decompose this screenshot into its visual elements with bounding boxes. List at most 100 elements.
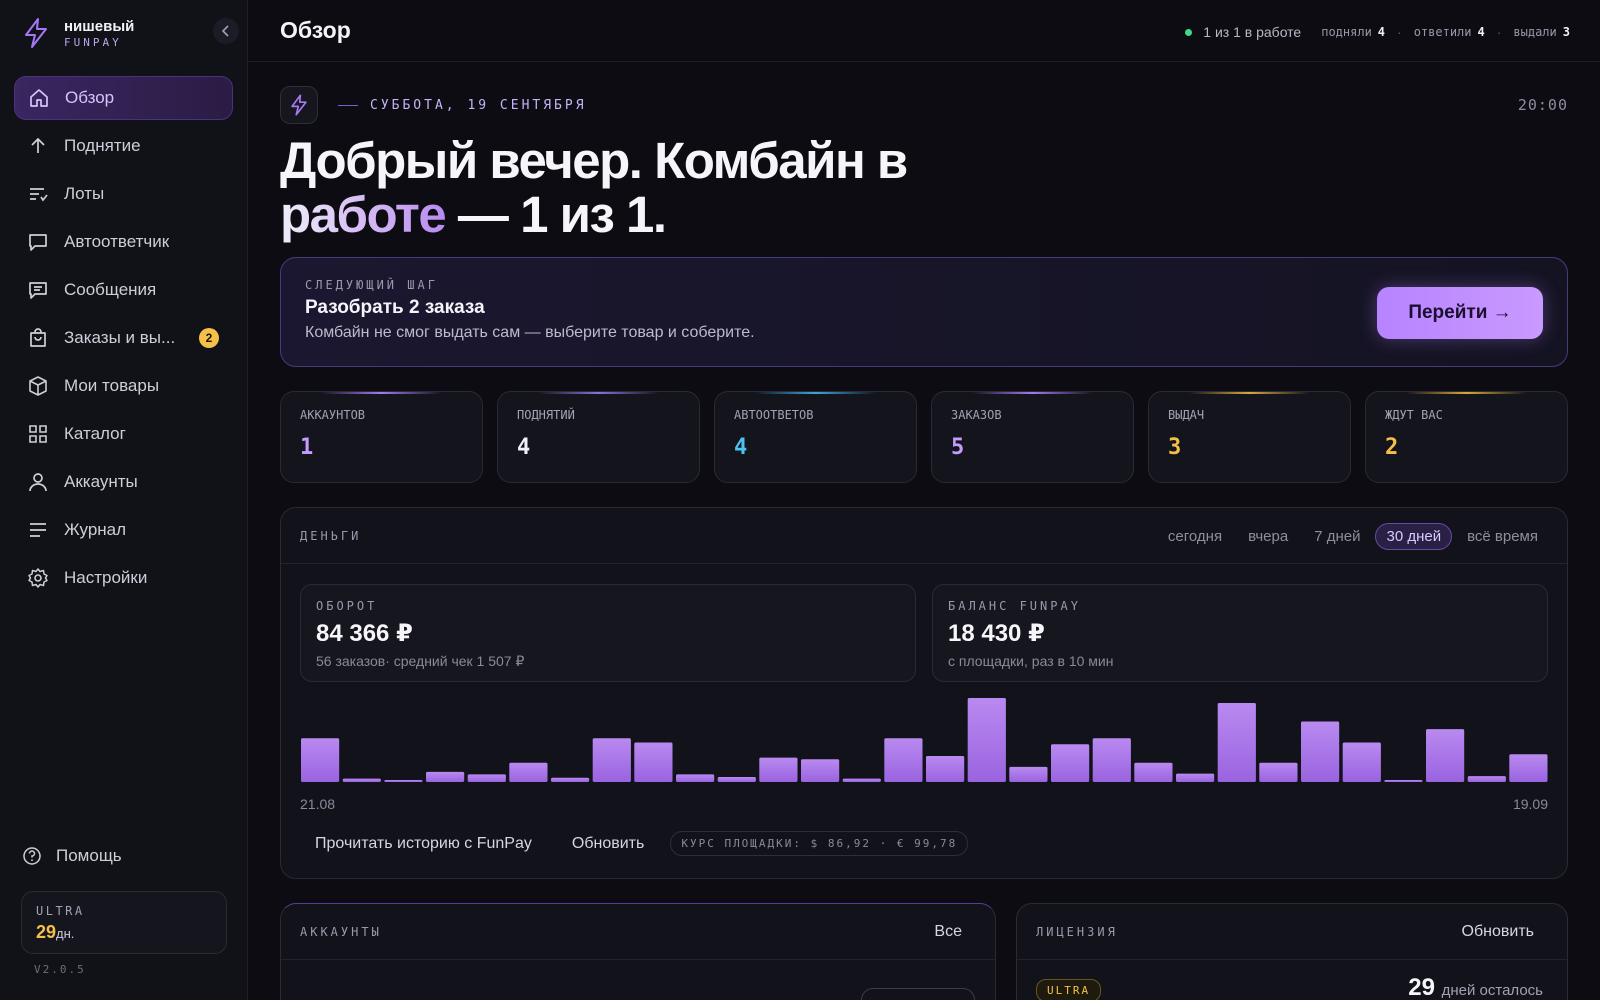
collapse-sidebar-button[interactable] <box>213 18 239 44</box>
license-refresh-link[interactable]: Обновить <box>1461 922 1534 940</box>
license-card: ЛИЦЕНЗИЯ Обновить ULTRA 29 дней осталось <box>1016 903 1568 1000</box>
date-row: СУББОТА, 19 СЕНТЯБРЯ 20:00 <box>280 86 1568 124</box>
chart-bar[interactable] <box>1467 776 1506 782</box>
money-kicker: ДЕНЬГИ <box>300 528 362 543</box>
chart-bar[interactable] <box>1134 762 1173 782</box>
kpi-orders[interactable]: ЗАКАЗОВ 5 <box>931 391 1134 483</box>
chart-bar[interactable] <box>467 774 506 782</box>
chart-bar[interactable] <box>842 778 881 782</box>
stat-boosted: подняли 4 <box>1321 25 1386 39</box>
chart-bar[interactable] <box>426 771 465 782</box>
plan-name: ULTRA <box>36 904 85 918</box>
work-status: 1 из 1 в работе <box>1203 24 1302 40</box>
sidebar-item-boost[interactable]: Поднятие <box>14 124 233 168</box>
chart-bar[interactable] <box>1301 721 1340 783</box>
chevron-left-icon <box>221 25 229 37</box>
chart-bar[interactable] <box>301 738 340 782</box>
chart-bar[interactable] <box>801 759 840 782</box>
box-icon <box>26 374 50 398</box>
range-7-days[interactable]: 7 дней <box>1314 528 1361 545</box>
status-bar: 1 из 1 в работе подняли 4 · ответили 4 · в… <box>1185 24 1570 40</box>
license-tier-badge: ULTRA <box>1036 979 1102 1000</box>
sidebar-item-orders[interactable]: Заказы и вы... 2 <box>14 316 233 360</box>
bag-icon <box>26 326 50 350</box>
stat-answered: ответили 4 <box>1413 25 1485 39</box>
kpi-value: 4 <box>734 435 748 460</box>
chart-bar[interactable] <box>592 738 631 782</box>
sidebar-item-messages[interactable]: Сообщения <box>14 268 233 312</box>
accounts-all-link[interactable]: Все <box>934 922 962 940</box>
kpi-value: 2 <box>1385 435 1399 460</box>
sidebar-item-autoresponder[interactable]: Автоответчик <box>14 220 233 264</box>
go-button[interactable]: Перейти → <box>1377 287 1543 339</box>
range-selector: сегодня вчера 7 дней 30 дней всё время <box>1157 523 1549 550</box>
kpi-waiting[interactable]: ЖДУТ ВАС 2 <box>1365 391 1568 483</box>
kpi-autoreplies[interactable]: АВТООТВЕТОВ 4 <box>714 391 917 483</box>
sidebar-item-label: Заказы и вы... <box>64 328 176 347</box>
chart-bar[interactable] <box>342 778 381 782</box>
range-yesterday[interactable]: вчера <box>1248 528 1289 545</box>
kpi-accounts[interactable]: АККАУНТОВ 1 <box>280 391 483 483</box>
current-time: 20:00 <box>1517 96 1568 114</box>
kpi-deliveries[interactable]: ВЫДАЧ 3 <box>1148 391 1351 483</box>
sidebar-item-journal[interactable]: Журнал <box>14 508 233 552</box>
chart-bar[interactable] <box>1051 744 1090 782</box>
main-content: Обзор 1 из 1 в работе подняли 4 · ответил… <box>248 0 1600 1000</box>
turnover-card: ОБОРОТ 84 366 ₽ 56 заказов· средний чек … <box>300 584 916 682</box>
range-today[interactable]: сегодня <box>1167 528 1223 545</box>
refresh-button[interactable]: Обновить <box>571 834 645 852</box>
plan-card[interactable]: ULTRA 29дн. <box>21 891 227 954</box>
kpi-boosts[interactable]: ПОДНЯТИЙ 4 <box>497 391 700 483</box>
separator: · <box>1397 24 1402 40</box>
kpi-value: 1 <box>300 435 314 460</box>
chart-bar[interactable] <box>551 777 590 782</box>
chart-bar[interactable] <box>967 698 1006 782</box>
chart-bar[interactable] <box>1009 766 1048 782</box>
chart-bar[interactable] <box>634 742 673 783</box>
app-version: V2.0.5 <box>34 963 86 976</box>
chart-bar[interactable] <box>1384 780 1423 782</box>
sidebar-item-label: Поднятие <box>64 136 141 155</box>
greeting-rest: — 1 из 1. <box>445 186 667 243</box>
chart-bar[interactable] <box>1259 762 1298 782</box>
status-dot-icon <box>1185 28 1193 36</box>
chart-bar[interactable] <box>1426 729 1465 782</box>
balance-card: БАЛАНС FUNPAY 18 430 ₽ с площадки, раз в… <box>932 584 1548 682</box>
brand[interactable]: нишевый FUNPAY <box>0 0 247 66</box>
plan-days: 29 <box>36 922 57 942</box>
read-history-button[interactable]: Прочитать историю с FunPay <box>315 834 532 852</box>
range-all-time[interactable]: всё время <box>1467 528 1538 545</box>
chart-bar[interactable] <box>384 780 423 782</box>
account-action-button[interactable] <box>861 988 975 1000</box>
turnover-sub: 56 заказов· средний чек 1 507 ₽ <box>316 653 525 669</box>
chart-bar[interactable] <box>1217 703 1256 782</box>
stat-delivered: выдали 3 <box>1513 25 1570 39</box>
chart-bar[interactable] <box>1342 742 1381 783</box>
chart-bar[interactable] <box>717 777 756 782</box>
next-step-card: СЛЕДУЮЩИЙ ШАГ Разобрать 2 заказа Комбайн… <box>280 257 1568 367</box>
chart-bar[interactable] <box>759 757 798 782</box>
chart-bar[interactable] <box>926 756 965 782</box>
sidebar-item-accounts[interactable]: Аккаунты <box>14 460 233 504</box>
sidebar-item-settings[interactable]: Настройки <box>14 556 233 600</box>
brand-name: нишевый <box>64 17 135 35</box>
sidebar-item-label: Каталог <box>64 424 126 443</box>
chart-bar[interactable] <box>509 762 548 782</box>
help-link[interactable]: Помощь <box>22 846 122 866</box>
sidebar-item-label: Сообщения <box>64 280 157 299</box>
greeting-heading: Добрый вечер. Комбайн в работе — 1 из 1. <box>280 134 1568 242</box>
chart-bar[interactable] <box>676 774 715 782</box>
chart-bar[interactable] <box>1176 773 1215 782</box>
current-date: СУББОТА, 19 СЕНТЯБРЯ <box>370 97 587 113</box>
sidebar-item-my-goods[interactable]: Мои товары <box>14 364 233 408</box>
range-30-days[interactable]: 30 дней <box>1375 523 1453 550</box>
sidebar-item-overview[interactable]: Обзор <box>14 76 233 120</box>
chart-bar[interactable] <box>1509 754 1548 782</box>
sidebar-item-lots[interactable]: Лоты <box>14 172 233 216</box>
chart-bar[interactable] <box>1092 738 1131 782</box>
grid-icon <box>26 422 50 446</box>
chart-bar[interactable] <box>884 738 923 782</box>
exchange-rate-badge: КУРС ПЛОЩАДКИ: $ 86,92 · € 99,78 <box>670 831 969 856</box>
page-title: Обзор <box>280 17 351 43</box>
sidebar-item-catalog[interactable]: Каталог <box>14 412 233 456</box>
